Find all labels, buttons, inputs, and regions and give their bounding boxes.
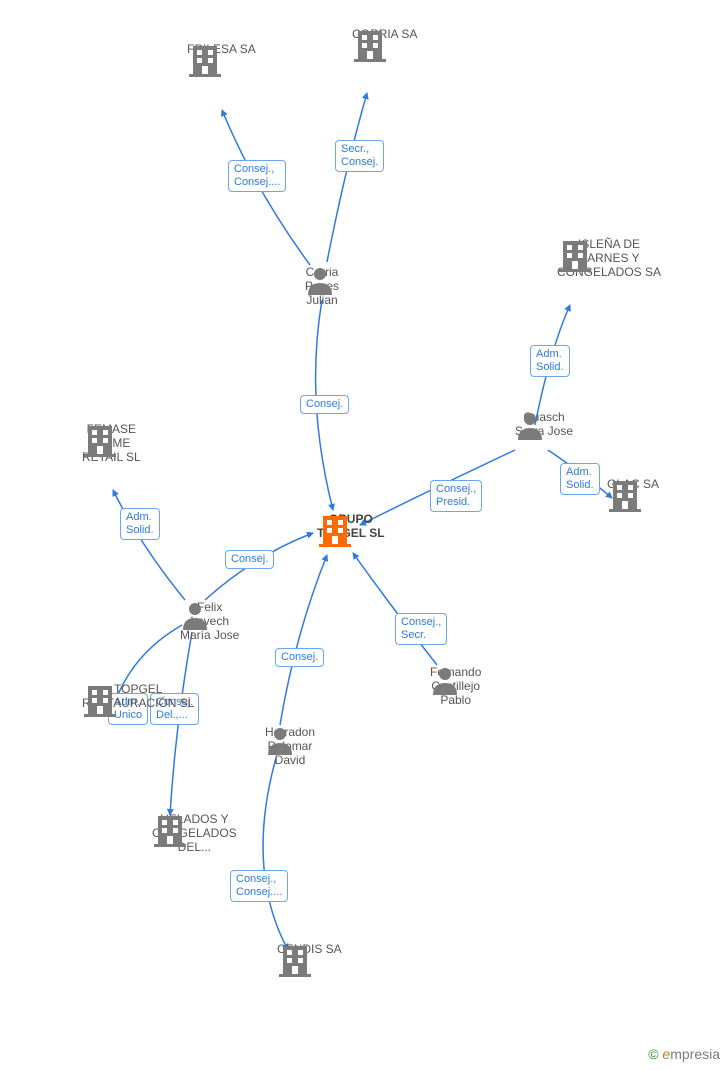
person-icon [265,725,295,755]
edge [113,490,185,600]
company-icon [82,422,118,458]
company-icon [82,682,118,718]
company-node[interactable]: CORRIA SA [352,27,417,41]
person-node[interactable]: Corria Pages Julian [305,265,339,307]
company-node[interactable]: CENDIS SA [277,942,342,956]
person-node[interactable]: Felix Lavech María Jose [180,600,239,642]
company-node[interactable]: ISLEÑA DE CARNES Y CONGELADOS SA [557,237,661,279]
edge-label: Adm. Solid. [120,508,160,540]
person-icon [515,410,545,440]
edge [263,758,288,950]
copyright: © empresia [648,1046,720,1062]
edge [353,553,437,665]
edge-label: Consej. [275,648,324,667]
company-icon [317,512,353,548]
person-icon [180,600,210,630]
company-node[interactable]: HELADOS Y CONGELADOS DEL... [152,812,237,854]
edge-label: Consej., Consej.... [230,870,288,902]
person-icon [305,265,335,295]
person-node[interactable]: Herradon Palomar David [265,725,315,767]
company-node[interactable]: GRUPO TOPGEL SL [317,512,385,540]
edge-label: Consej. [225,550,274,569]
edge-label: Consej., Presid. [430,480,482,512]
edge-label: Adm. Solid. [530,345,570,377]
edge [327,93,367,262]
company-node[interactable]: FRILESA SA [187,42,256,56]
edge-label: Consej., Secr. [395,613,447,645]
company-icon [352,27,388,63]
person-node[interactable]: Guasch Serra Jose [515,410,573,438]
company-node[interactable]: FEMASE PRIME RETAIL SL [82,422,141,464]
company-icon [557,237,593,273]
company-icon [607,477,643,513]
edge-label: Consej., Consej.... [228,160,286,192]
edge [280,555,327,725]
edge-label: Consej. [300,395,349,414]
company-icon [152,812,188,848]
edge-label: Adm. Solid. [560,463,600,495]
company-node[interactable]: GLAC SA [607,477,659,491]
company-node[interactable]: TOPGEL RESTAURACIÓN SL [82,682,194,710]
company-icon [187,42,223,78]
person-node[interactable]: Fernando Castillejo Pablo [430,665,481,707]
network-diagram: © empresia Consej., Consej.... Secr., Con… [0,0,728,1070]
edge-label: Secr., Consej. [335,140,384,172]
company-icon [277,942,313,978]
person-icon [430,665,460,695]
